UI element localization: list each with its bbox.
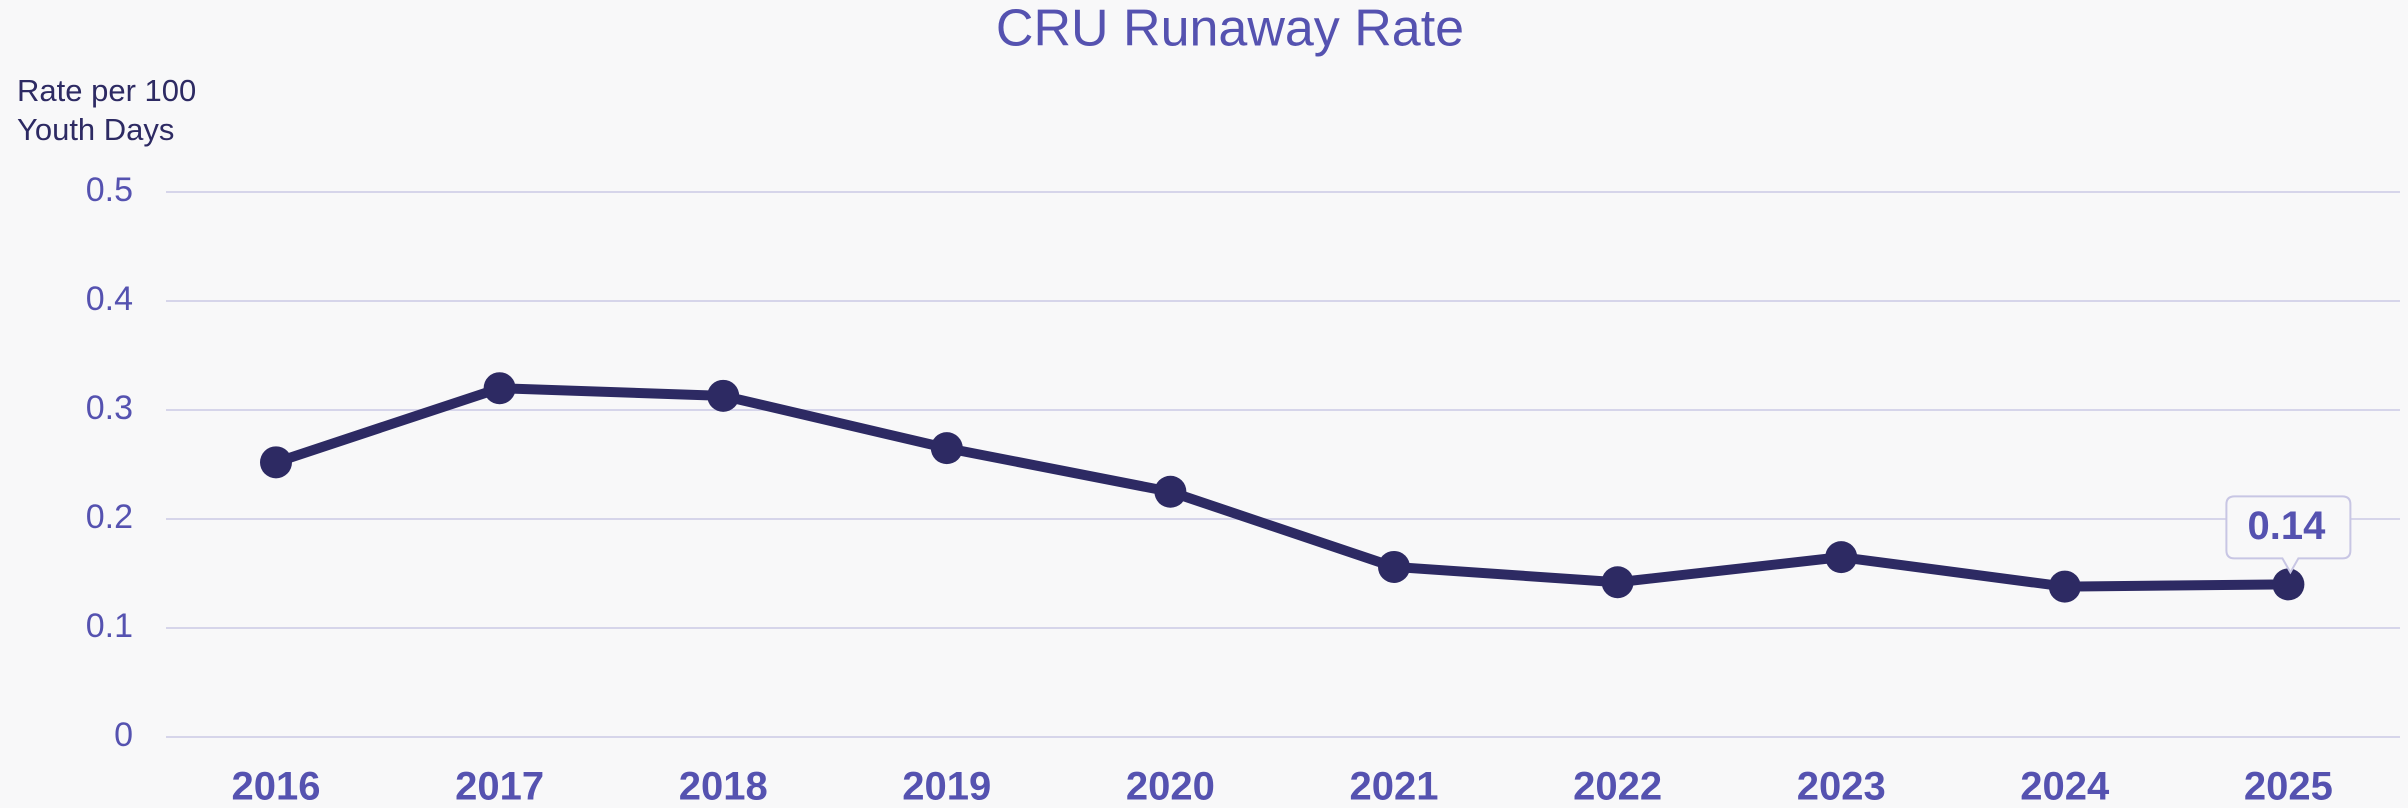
y-tick-label: 0.5 [86,171,133,209]
y-tick-label: 0.3 [86,389,133,427]
point [2272,568,2305,601]
y-tick-label: 0.4 [86,280,133,318]
x-tick-label: 2017 [455,765,544,808]
chart-title: CRU Runaway Rate [996,0,1464,58]
point [483,372,516,405]
y-tick-label: 0.2 [86,498,133,536]
x-tick-label: 2022 [1573,765,1662,808]
x-tick-label: 2020 [1126,765,1215,808]
point [2048,570,2081,603]
y-tick-label: 0 [114,716,133,754]
point [1825,541,1858,574]
x-tick-label: 2025 [2244,765,2333,808]
point [707,379,740,412]
y-axis-label: Rate per 100 [17,73,196,108]
data-label: 0.14 [2247,504,2326,548]
y-axis-label: Youth Days [17,112,174,147]
point [1378,550,1410,583]
point [1154,475,1187,508]
point [1601,566,1634,599]
x-tick-label: 2023 [1797,765,1886,808]
data-label-box [2225,495,2352,575]
point [930,432,963,465]
y-tick-label: 0.1 [86,607,133,645]
x-tick-label: 2019 [902,765,991,808]
line [274,383,2289,592]
x-tick-label: 2021 [1350,765,1439,808]
x-tick-label: 2018 [679,765,768,808]
point [260,446,292,479]
x-tick-label: 2024 [2020,765,2110,808]
x-tick-label: 2016 [232,765,321,808]
